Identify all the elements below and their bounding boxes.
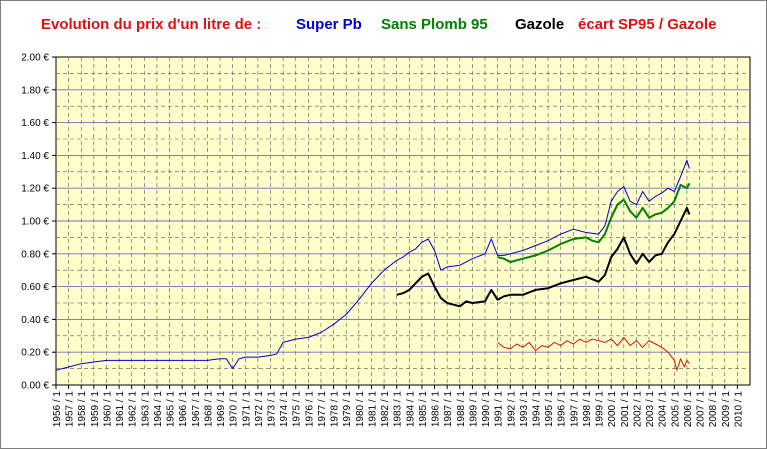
x-tick-label: 1961 / 1 bbox=[115, 391, 126, 428]
y-tick-label: 1.40 € bbox=[21, 151, 49, 162]
x-tick-label: 2000 / 1 bbox=[607, 391, 618, 428]
series-line-sans-plomb-95 bbox=[497, 182, 691, 263]
series-line-cart-sp95-gazole bbox=[497, 336, 690, 371]
x-tick-label: 1968 / 1 bbox=[203, 391, 214, 428]
x-tick-label: 1982 / 1 bbox=[380, 391, 391, 428]
y-tick-label: 0.60 € bbox=[21, 282, 49, 293]
y-tick-label: 0.40 € bbox=[21, 315, 49, 326]
y-tick-label: 0.00 € bbox=[21, 381, 49, 392]
x-tick-label: 1971 / 1 bbox=[241, 391, 252, 428]
chart-title: Evolution du prix d'un litre de : Super … bbox=[0, 16, 767, 40]
x-tick-label: 1957 / 1 bbox=[65, 391, 76, 428]
series-line-gazole bbox=[396, 206, 691, 308]
x-tick-label: 2001 / 1 bbox=[620, 391, 631, 428]
x-tick-label: 1995 / 1 bbox=[544, 391, 555, 428]
x-tick-label: 1994 / 1 bbox=[531, 391, 542, 428]
x-tick-label: 1997 / 1 bbox=[569, 391, 580, 428]
x-tick-label: 2008 / 1 bbox=[708, 391, 719, 428]
x-tick-label: 1956 / 1 bbox=[52, 391, 63, 428]
x-tick-label: 2005 / 1 bbox=[670, 391, 681, 428]
x-tick-label: 2003 / 1 bbox=[645, 391, 656, 428]
x-tick-label: 1960 / 1 bbox=[102, 391, 113, 428]
x-tick-label: 2010 / 1 bbox=[733, 391, 744, 428]
x-tick-label: 1976 / 1 bbox=[304, 391, 315, 428]
x-tick-label: 1962 / 1 bbox=[128, 391, 139, 428]
x-tick-label: 1989 / 1 bbox=[468, 391, 479, 428]
x-tick-label: 1974 / 1 bbox=[279, 391, 290, 428]
x-tick-label: 1967 / 1 bbox=[191, 391, 202, 428]
x-tick-label: 1964 / 1 bbox=[153, 391, 164, 428]
x-tick-label: 2006 / 1 bbox=[683, 391, 694, 428]
y-tick-label: 1.20 € bbox=[21, 184, 49, 195]
x-tick-label: 1980 / 1 bbox=[355, 391, 366, 428]
x-tick-label: 1969 / 1 bbox=[216, 391, 227, 428]
y-tick-label: 1.80 € bbox=[21, 85, 49, 96]
x-tick-label: 1999 / 1 bbox=[595, 391, 606, 428]
x-tick-label: 1987 / 1 bbox=[443, 391, 454, 428]
x-tick-label: 2009 / 1 bbox=[721, 391, 732, 428]
legend-ecart-sp95-gazole: écart SP95 / Gazole bbox=[578, 16, 717, 33]
x-tick-label: 1979 / 1 bbox=[342, 391, 353, 428]
x-tick-label: 1978 / 1 bbox=[330, 391, 341, 428]
x-tick-label: 2004 / 1 bbox=[658, 391, 669, 428]
x-tick-label: 1973 / 1 bbox=[267, 391, 278, 428]
x-tick-label: 2007 / 1 bbox=[696, 391, 707, 428]
x-tick-label: 1992 / 1 bbox=[506, 391, 517, 428]
x-tick-label: 2002 / 1 bbox=[632, 391, 643, 428]
x-tick-label: 1966 / 1 bbox=[178, 391, 189, 428]
legend-sans-plomb-95: Sans Plomb 95 bbox=[381, 16, 488, 33]
y-tick-label: 0.20 € bbox=[21, 348, 49, 359]
x-tick-label: 1985 / 1 bbox=[418, 391, 429, 428]
x-tick-label: 1983 / 1 bbox=[393, 391, 404, 428]
x-tick-label: 1977 / 1 bbox=[317, 391, 328, 428]
x-tick-label: 1965 / 1 bbox=[166, 391, 177, 428]
y-tick-label: 2.00 € bbox=[21, 53, 49, 64]
x-tick-label: 1991 / 1 bbox=[494, 391, 505, 428]
legend-gazole: Gazole bbox=[515, 16, 565, 33]
x-tick-label: 1988 / 1 bbox=[456, 391, 467, 428]
x-tick-label: 1959 / 1 bbox=[90, 391, 101, 428]
x-tick-label: 1981 / 1 bbox=[367, 391, 378, 428]
x-tick-label: 1998 / 1 bbox=[582, 391, 593, 428]
legend-super-pb: Super Pb bbox=[296, 16, 362, 33]
y-tick-label: 0.80 € bbox=[21, 249, 49, 260]
x-tick-label: 1993 / 1 bbox=[519, 391, 530, 428]
series-line-super-pb bbox=[55, 159, 690, 371]
y-tick-label: 1.00 € bbox=[21, 217, 49, 228]
y-tick-label: 1.60 € bbox=[21, 118, 49, 129]
x-tick-label: 1975 / 1 bbox=[292, 391, 303, 428]
x-tick-label: 1958 / 1 bbox=[77, 391, 88, 428]
x-tick-label: 1970 / 1 bbox=[229, 391, 240, 428]
x-tick-label: 1972 / 1 bbox=[254, 391, 265, 428]
x-tick-label: 1984 / 1 bbox=[405, 391, 416, 428]
x-tick-label: 1986 / 1 bbox=[431, 391, 442, 428]
x-tick-label: 1963 / 1 bbox=[140, 391, 151, 428]
title-prefix: Evolution du prix d'un litre de : bbox=[41, 16, 262, 33]
x-tick-label: 1990 / 1 bbox=[481, 391, 492, 428]
x-tick-label: 1996 / 1 bbox=[557, 391, 568, 428]
